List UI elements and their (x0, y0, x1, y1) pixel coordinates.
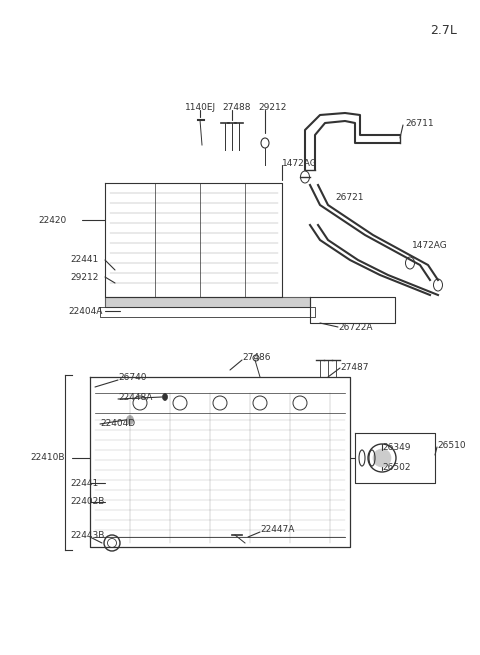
Text: 22448A: 22448A (118, 394, 152, 403)
Text: 22420: 22420 (38, 215, 66, 225)
Text: 26349: 26349 (382, 443, 410, 453)
Text: 1472AG: 1472AG (282, 159, 318, 168)
Text: 27488: 27488 (222, 102, 251, 111)
Ellipse shape (373, 449, 391, 467)
Text: 26711: 26711 (405, 119, 433, 128)
Text: 27486: 27486 (242, 354, 271, 362)
Text: 22402B: 22402B (70, 498, 104, 506)
Text: 1140EJ: 1140EJ (185, 102, 216, 111)
Text: 22441: 22441 (70, 255, 98, 265)
Ellipse shape (163, 394, 168, 400)
Text: 26502: 26502 (382, 464, 410, 472)
Text: 26721: 26721 (335, 193, 363, 202)
Text: 29212: 29212 (258, 102, 287, 111)
Text: 2.7L: 2.7L (430, 24, 457, 37)
Text: 22404A: 22404A (68, 307, 102, 316)
Text: 26740: 26740 (118, 373, 146, 383)
Text: 22404D: 22404D (100, 419, 135, 428)
Polygon shape (105, 297, 310, 307)
Text: 29212: 29212 (70, 272, 98, 282)
Ellipse shape (127, 415, 133, 424)
Text: 22443B: 22443B (70, 531, 104, 540)
Text: 27487: 27487 (340, 362, 369, 371)
Text: 1472AG: 1472AG (412, 240, 448, 250)
Text: 22447A: 22447A (260, 525, 294, 534)
Text: 22441: 22441 (70, 479, 98, 487)
Text: 22410B: 22410B (30, 453, 64, 462)
Text: 26722A: 26722A (338, 322, 372, 331)
Text: 26510: 26510 (437, 441, 466, 449)
